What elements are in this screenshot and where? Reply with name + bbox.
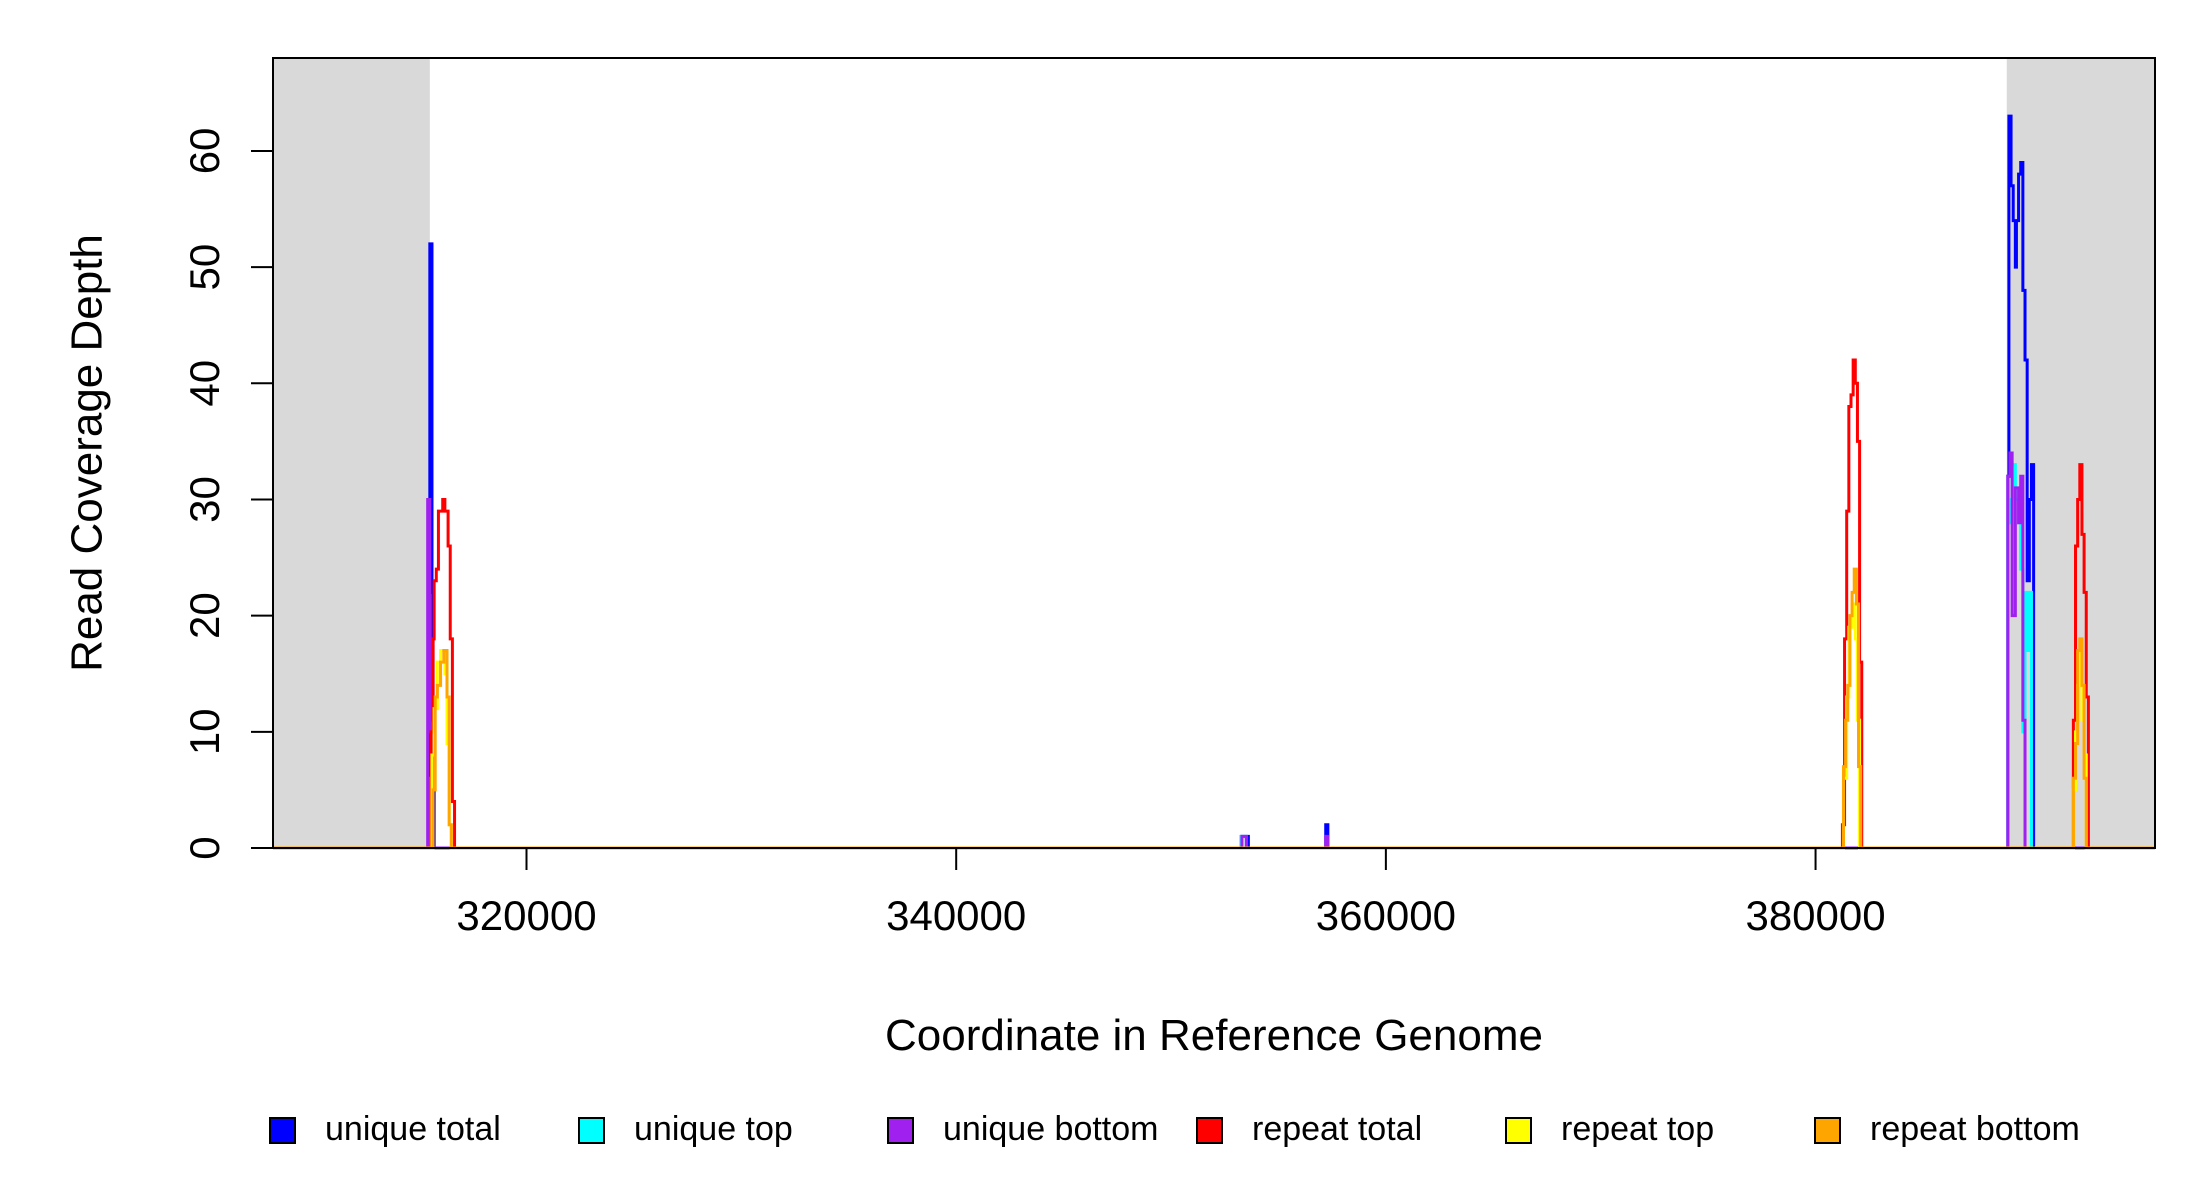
- legend-label: repeat bottom: [1870, 1110, 2080, 1148]
- legend-label: unique total: [325, 1110, 501, 1148]
- legend-swatch: [578, 1117, 605, 1144]
- y-tick-label: 50: [181, 244, 228, 291]
- legend-label: repeat total: [1252, 1110, 1422, 1148]
- legend-swatch: [1814, 1117, 1841, 1144]
- y-tick-label: 30: [181, 476, 228, 523]
- series-line-5: [273, 567, 2155, 850]
- series-lines: [273, 114, 2155, 850]
- x-tick-label: 340000: [886, 892, 1026, 939]
- legend-swatch: [1196, 1117, 1223, 1144]
- y-tick-label: 0: [181, 836, 228, 859]
- plot-frame: [272, 57, 2156, 849]
- y-tick-label: 20: [181, 592, 228, 639]
- series-line-0: [273, 114, 2155, 850]
- legend-label: unique top: [634, 1110, 793, 1148]
- legend-label: unique bottom: [943, 1110, 1159, 1148]
- shaded-regions: [273, 58, 2155, 848]
- legend-label: repeat top: [1561, 1110, 1714, 1148]
- legend-swatch: [887, 1117, 914, 1144]
- legend: unique total unique top unique bottom repea…: [269, 1110, 2080, 1148]
- x-axis-title: Coordinate in Reference Genome: [885, 1011, 1543, 1060]
- y-tick-label: 40: [181, 360, 228, 407]
- x-tick-label: 360000: [1316, 892, 1456, 939]
- series-line-2: [273, 451, 2155, 850]
- x-axis: 320000 340000 360000 380000: [456, 848, 1886, 939]
- y-tick-label: 60: [181, 128, 228, 175]
- x-tick-label: 380000: [1745, 892, 1885, 939]
- series-line-4: [273, 602, 2155, 850]
- shaded-region-0: [273, 58, 430, 848]
- y-axis-title: Read Coverage Depth: [63, 234, 112, 672]
- x-tick-label: 320000: [456, 892, 596, 939]
- y-axis: 0 10 20 30 40 50 60: [181, 128, 273, 860]
- series-line-1: [273, 463, 2155, 850]
- shaded-region-1: [2006, 58, 2155, 848]
- y-tick-label: 10: [181, 708, 228, 755]
- legend-swatch: [269, 1117, 296, 1144]
- legend-swatch: [1505, 1117, 1532, 1144]
- series-line-3: [273, 358, 2155, 850]
